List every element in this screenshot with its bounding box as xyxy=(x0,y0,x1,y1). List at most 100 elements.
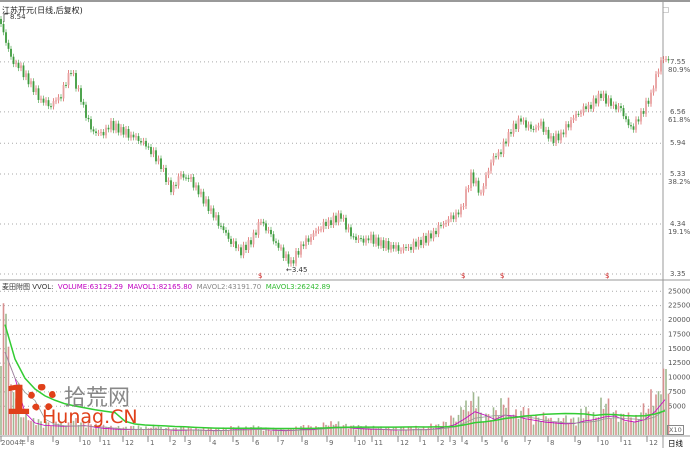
candle xyxy=(595,98,597,104)
volume-bar xyxy=(27,420,30,435)
candle xyxy=(35,88,37,93)
candle xyxy=(342,217,345,219)
volume-bar xyxy=(112,428,115,435)
candle xyxy=(350,227,352,237)
candle xyxy=(137,136,140,141)
volume-bar xyxy=(170,430,172,435)
volume-bar xyxy=(462,409,465,435)
volume-bar xyxy=(602,408,605,435)
candle xyxy=(572,117,575,121)
volume-bar xyxy=(272,427,275,435)
candle xyxy=(322,221,325,230)
date-tick-label: 4 xyxy=(464,439,469,447)
volume-bar xyxy=(377,427,380,435)
candle xyxy=(397,245,400,251)
window-button[interactable]: □ xyxy=(662,5,670,14)
volume-bar xyxy=(287,428,290,435)
volume-bar xyxy=(335,423,337,435)
candle xyxy=(365,238,367,243)
date-tick-label: 6 xyxy=(255,439,260,447)
candle xyxy=(267,229,270,231)
candle xyxy=(45,100,47,103)
volume-bar xyxy=(397,430,400,435)
candle xyxy=(607,98,610,104)
volume-bar xyxy=(235,428,237,435)
period-label[interactable]: 日线 xyxy=(668,439,683,448)
candle xyxy=(117,123,120,133)
volume-bar xyxy=(195,426,197,435)
date-tick-label: 3 xyxy=(452,439,456,447)
volume-tick-label: 12500 xyxy=(668,359,690,367)
volume-bar xyxy=(200,429,202,435)
candle xyxy=(170,180,172,193)
volume-bar xyxy=(487,414,490,435)
candle xyxy=(37,88,40,100)
candle xyxy=(192,177,195,188)
candle xyxy=(420,239,422,246)
volume-bar xyxy=(290,428,292,435)
volume-bar xyxy=(387,426,390,435)
indicator-name[interactable]: VVOL: xyxy=(32,283,54,291)
candle xyxy=(280,247,282,249)
candle xyxy=(485,175,487,187)
candle xyxy=(630,125,632,127)
volume-bar xyxy=(15,398,17,435)
volume-bar xyxy=(362,429,365,435)
volume-bar xyxy=(247,429,250,435)
volume-bar xyxy=(540,421,542,435)
candle xyxy=(2,24,5,33)
volume-bar xyxy=(582,418,585,435)
candle xyxy=(495,156,497,158)
volume-bar xyxy=(472,392,475,435)
date-tick-label: 7 xyxy=(280,439,284,447)
candle xyxy=(547,129,550,139)
volume-bar xyxy=(457,414,460,435)
volume-bar xyxy=(190,428,192,435)
candle xyxy=(567,124,570,128)
candle xyxy=(107,127,110,130)
candle xyxy=(247,240,250,251)
volume-bar xyxy=(57,423,60,435)
volume-bar xyxy=(12,392,15,435)
date-tick-label: 11 xyxy=(102,439,111,447)
mavol1-value: MAVOL1:82165.80 xyxy=(127,283,193,291)
volume-bar xyxy=(260,427,262,435)
candle xyxy=(182,174,185,178)
candle xyxy=(72,73,75,75)
chart-title: 江苏开元(日线,后复权) xyxy=(2,6,83,15)
candle xyxy=(100,131,102,133)
candle xyxy=(662,59,665,61)
candle xyxy=(480,192,482,194)
candle xyxy=(555,133,557,143)
candle xyxy=(217,215,220,226)
candle xyxy=(250,240,252,245)
volume-bar xyxy=(240,428,242,435)
candle xyxy=(50,106,52,108)
volume-bar xyxy=(502,404,505,435)
volume-bar xyxy=(310,426,312,435)
candle xyxy=(85,104,87,118)
volume-bar xyxy=(660,394,662,435)
candle xyxy=(95,131,97,134)
candle xyxy=(402,247,405,251)
volume-bar xyxy=(5,313,7,435)
volume-bar xyxy=(555,421,557,435)
candle xyxy=(120,127,122,133)
volume-bar xyxy=(275,428,277,435)
candle xyxy=(527,124,530,128)
candle xyxy=(645,100,647,114)
candle xyxy=(512,123,515,134)
candle xyxy=(357,238,360,240)
volume-bar xyxy=(617,421,620,435)
candle xyxy=(10,48,12,57)
volume-bar xyxy=(332,424,335,435)
candle xyxy=(130,134,132,138)
volume-bar xyxy=(140,427,142,435)
candle xyxy=(67,73,70,86)
volume-bar xyxy=(210,428,212,435)
candle xyxy=(432,230,435,239)
volume-tick-label: 7500 xyxy=(668,388,686,396)
volume-bar xyxy=(530,415,532,435)
volume-bar xyxy=(47,422,50,435)
